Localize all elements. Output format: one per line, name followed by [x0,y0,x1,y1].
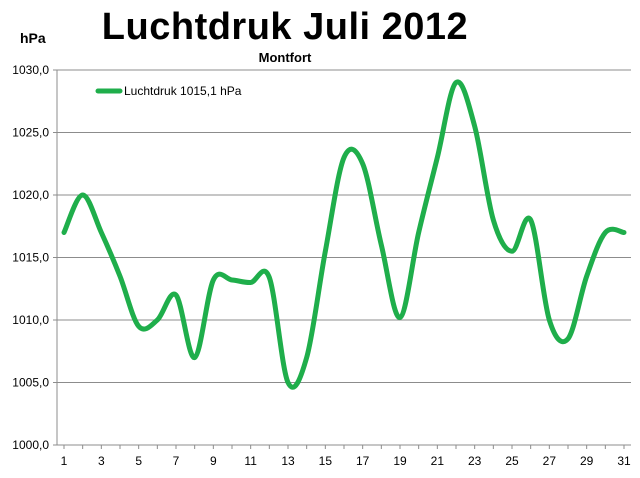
y-tick-label: 1005,0 [12,376,49,390]
series-line [61,79,627,390]
x-tick-label: 9 [210,454,217,468]
data-point [156,319,159,322]
chart-subtitle: Montfort [258,50,312,65]
x-tick-label: 1 [61,454,68,468]
x-tick-label: 29 [580,454,594,468]
x-tick-label: 17 [356,454,370,468]
y-axis-unit-label: hPa [20,30,46,46]
x-tick-label: 27 [543,454,557,468]
x-tick-label: 21 [431,454,445,468]
data-point [623,231,626,234]
data-point [324,250,327,253]
x-tick-label: 5 [135,454,142,468]
data-point [492,219,495,222]
axes: 1000,0 1005,0 1010,0 1015,0 1020,0 1025,0 1030… [12,63,631,468]
x-tick-label: 23 [468,454,482,468]
data-point [137,325,140,328]
data-point [529,219,532,222]
data-point [436,156,439,159]
x-tick-label: 11 [244,454,257,468]
data-point [548,319,551,322]
data-point [193,356,196,359]
x-tick-label: 13 [281,454,295,468]
x-tick-label: 15 [319,454,333,468]
y-tick-label: 1015,0 [12,251,49,265]
x-tick-label: 7 [173,454,180,468]
data-point [585,275,588,278]
data-point [567,337,570,340]
data-point [268,276,271,279]
legend: Luchtdruk 1015,1 hPa [95,84,242,98]
data-point [231,279,234,282]
data-point [361,162,364,165]
y-tick-label: 1000,0 [12,438,49,452]
data-point [119,275,122,278]
data-point [100,231,103,234]
data-point [399,316,402,319]
data-point [380,244,383,247]
data-point [287,381,290,384]
y-tick-label: 1030,0 [12,63,49,77]
y-tick-label: 1025,0 [12,126,49,140]
data-point [63,231,66,234]
data-point [511,250,514,253]
y-tick-label: 1010,0 [12,313,49,327]
x-tick-label: 31 [617,454,631,468]
legend-label: Luchtdruk 1015,1 hPa [124,84,242,98]
chart-title: Luchtdruk Juli 2012 [101,6,469,48]
x-tick-label: 25 [505,454,519,468]
y-tick-label: 1020,0 [12,188,49,202]
data-point [604,231,607,234]
data-point [455,81,458,84]
data-point [473,125,476,128]
data-point [417,231,420,234]
gridlines [57,69,631,446]
x-tick-label: 3 [98,454,105,468]
data-point [249,281,252,284]
series-layer [61,79,627,390]
x-tick-label: 19 [393,454,407,468]
data-point [343,156,346,159]
data-point [305,356,308,359]
data-point [175,294,178,297]
data-point [81,194,84,197]
data-point [212,279,215,282]
